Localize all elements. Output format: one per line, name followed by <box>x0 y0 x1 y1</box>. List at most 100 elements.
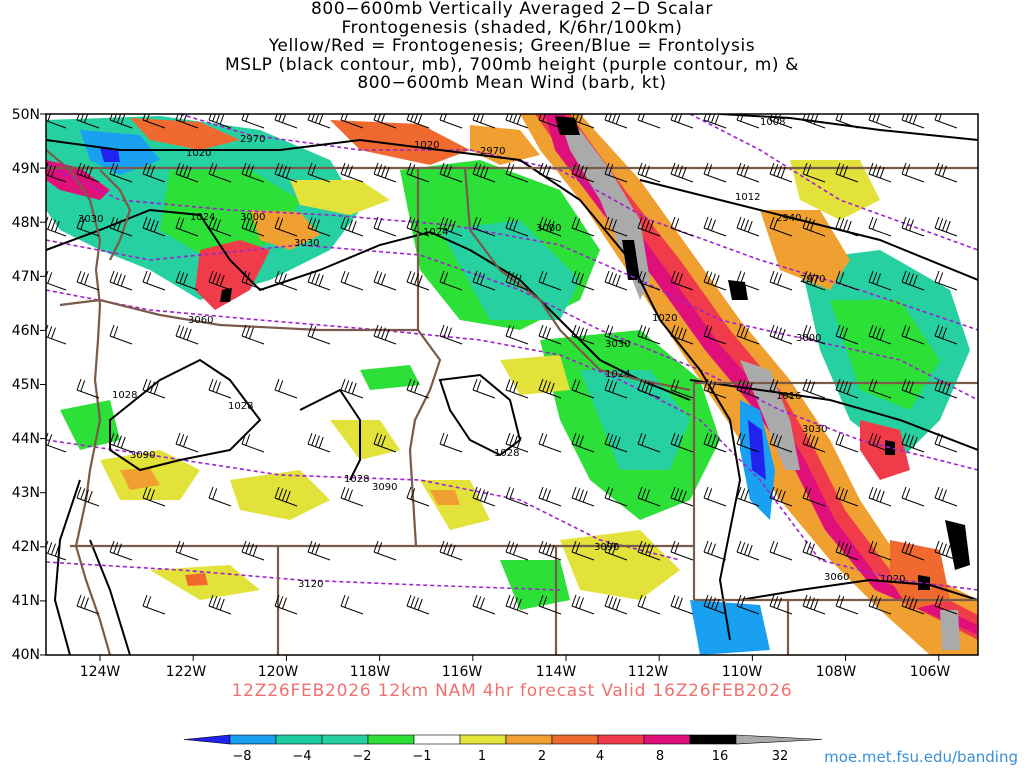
wind-barb-flag <box>373 324 379 337</box>
wind-barb-flag <box>538 540 544 553</box>
wind-barb-flag <box>938 596 944 608</box>
wind-barb-flag <box>942 381 947 393</box>
wind-barb-flag <box>480 489 485 501</box>
wind-barb-flag <box>344 218 350 230</box>
wind-barb-flag <box>674 542 680 554</box>
wind-barb-flag <box>351 220 357 233</box>
wind-barb-flag <box>546 219 551 231</box>
wind-barb-flag <box>678 435 683 447</box>
wind-barb-flag <box>439 324 445 337</box>
wind-barb-staff <box>46 444 67 453</box>
colorbar-swatch <box>183 734 231 745</box>
wind-barb-flag <box>744 489 749 501</box>
wind-barb-flag <box>670 378 676 391</box>
wind-barb-flag <box>604 324 610 337</box>
wind-barb-flag <box>208 378 214 391</box>
wind-barb-flag <box>868 432 874 445</box>
wind-barb-staff <box>340 605 364 615</box>
borders <box>46 149 978 655</box>
wind-barb-flag <box>711 381 716 393</box>
wind-barb-flag <box>480 165 485 177</box>
colorbar-label: 16 <box>712 749 729 764</box>
wind-barb-flag <box>47 326 53 338</box>
wind-barb-flag <box>183 165 188 177</box>
wind-barb-flag <box>344 380 350 392</box>
wind-barb-staff <box>46 120 67 129</box>
wind-barb-staff <box>736 335 760 345</box>
wind-barb-flag <box>146 488 152 500</box>
wind-barb-flag <box>377 164 383 176</box>
wind-barb-staff <box>802 335 826 345</box>
wind-barb-flag <box>641 542 647 554</box>
wind-barb-flag <box>443 114 447 122</box>
wind-barb-flag <box>637 162 643 175</box>
wind-barb-flag <box>912 436 918 449</box>
wind-barb-flag <box>208 162 214 175</box>
wind-barb-flag <box>806 542 812 554</box>
wind-barb-flag <box>674 114 678 122</box>
wind-barb-flag <box>747 544 753 557</box>
wind-barb-flag <box>934 540 940 553</box>
wind-barb-flag <box>645 543 650 555</box>
wind-barb-staff <box>637 605 661 615</box>
wind-barb-staff <box>868 389 892 399</box>
wind-barb-staff <box>109 335 133 345</box>
wind-barb-staff <box>637 443 661 453</box>
wind-barb-flag <box>872 434 878 446</box>
wind-barb-flag <box>150 489 155 501</box>
wind-barb-flag <box>615 436 621 449</box>
wind-barb-flag <box>876 327 881 339</box>
wind-barb-flag <box>901 594 907 607</box>
mslp-contour-s <box>89 539 131 655</box>
wind-barb-flag <box>417 274 423 287</box>
wind-barb-flag <box>542 488 548 500</box>
wind-barb-flag <box>905 596 911 608</box>
wind-barb-flag <box>282 114 287 123</box>
wind-barb-flag <box>54 544 60 557</box>
wind-barb-flag <box>802 594 808 607</box>
wind-barb-flag <box>146 596 152 608</box>
wind-barb-flag <box>80 596 86 608</box>
wind-barb-staff <box>901 389 925 399</box>
height-label: 3000 <box>536 223 561 234</box>
wind-barb-flag <box>480 597 485 609</box>
wind-barb-flag <box>703 378 709 391</box>
wind-barb-flag <box>905 272 911 284</box>
wind-barb-flag <box>472 594 478 607</box>
shade-front-max-6 <box>945 520 970 570</box>
wind-barb-flag <box>773 272 779 284</box>
wind-barb-flag <box>414 381 419 393</box>
wind-barb-staff <box>934 281 958 291</box>
wind-barb-flag <box>142 594 148 607</box>
wind-barb-flag <box>146 114 150 122</box>
wind-barb-flag <box>46 432 49 440</box>
wind-barb-flag <box>384 328 390 341</box>
wind-barb-flag <box>54 220 60 233</box>
wind-barb-staff <box>835 443 859 453</box>
lat-label-45n: 45N <box>12 377 40 393</box>
wind-barb-flag <box>714 598 720 611</box>
wind-barb-flag <box>46 216 49 224</box>
wind-barb-flag <box>711 543 716 555</box>
wind-barb-staff <box>571 389 595 399</box>
wind-barb-flag <box>571 378 577 391</box>
lon-label-112w: 112W <box>628 664 669 680</box>
wind-barb-flag <box>344 164 350 176</box>
wind-barb-staff <box>373 119 397 129</box>
wind-barb-flag <box>410 596 416 608</box>
shade-genesis-e-2 <box>790 160 880 220</box>
wind-barb-staff <box>835 281 859 291</box>
wind-barb-flag <box>674 272 680 284</box>
colorbar-swatch <box>505 734 553 745</box>
wind-barb-staff <box>703 551 727 561</box>
wind-barb-flag <box>909 543 914 555</box>
wind-barb-flag <box>252 544 258 557</box>
height-label: 2970 <box>240 134 265 145</box>
wind-barb-flag <box>278 596 284 608</box>
wind-barb-flag <box>707 272 713 284</box>
credit-link[interactable]: moe.met.fsu.edu/banding <box>824 748 1018 766</box>
lon-label-124w: 124W <box>80 664 121 680</box>
wind-barb-flag <box>773 542 779 554</box>
wind-barb-flag <box>175 540 181 553</box>
wind-barb-flag <box>509 114 513 122</box>
